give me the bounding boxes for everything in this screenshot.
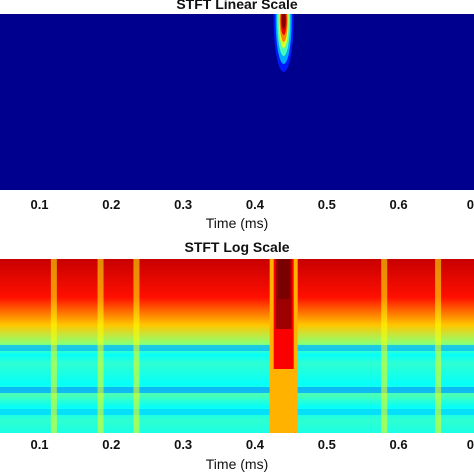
log-xtick-7: 0 (466, 437, 474, 452)
linear-xtick-6: 0.6 (389, 197, 408, 212)
linear-scale-xticks: 0.1 0.2 0.3 0.4 0.5 0.6 0 (0, 197, 474, 215)
log-scale-xlabel: Time (ms) (205, 456, 269, 472)
log-scale-title: STFT Log Scale (184, 239, 290, 255)
linear-xtick-5: 0.5 (317, 197, 336, 212)
log-streak-1 (50, 259, 57, 433)
log-band-0 (0, 345, 474, 351)
log-band-1 (0, 387, 474, 393)
log-scale-xticks: 0.1 0.2 0.3 0.4 0.5 0.6 0 (0, 437, 474, 455)
log-scale-plot (0, 259, 474, 433)
linear-xtick-4: 0.4 (245, 197, 264, 212)
linear-scale-panel: STFT Linear Scale 0.1 0.2 0.3 0.4 0.5 0.… (0, 0, 474, 232)
log-streak-3 (133, 259, 140, 433)
log-streak-5 (435, 259, 442, 433)
log-xtick-1: 0.1 (30, 437, 49, 452)
log-xtick-5: 0.5 (317, 437, 336, 452)
log-peak (269, 259, 298, 433)
linear-scale-title: STFT Linear Scale (176, 0, 298, 12)
log-xtick-3: 0.3 (174, 437, 193, 452)
linear-scale-plot (0, 14, 474, 190)
log-streak-4 (381, 259, 388, 433)
linear-xtick-7: 0 (466, 197, 474, 212)
linear-scale-xlabel: Time (ms) (205, 215, 269, 231)
log-xtick-4: 0.4 (245, 437, 264, 452)
linear-background (0, 14, 474, 190)
log-band-2 (0, 409, 474, 415)
log-scale-panel: STFT Log Scale 0.1 0.2 0.3 0.4 0.5 0.6 0… (0, 238, 474, 474)
linear-xtick-2: 0.2 (102, 197, 121, 212)
linear-peak-0 (273, 14, 294, 72)
linear-scale-heatmap (0, 14, 474, 190)
log-scale-heatmap (0, 259, 474, 433)
log-streak-2 (97, 259, 104, 433)
log-xtick-6: 0.6 (389, 437, 408, 452)
linear-xtick-3: 0.3 (174, 197, 193, 212)
log-xtick-2: 0.2 (102, 437, 121, 452)
linear-xtick-1: 0.1 (30, 197, 49, 212)
